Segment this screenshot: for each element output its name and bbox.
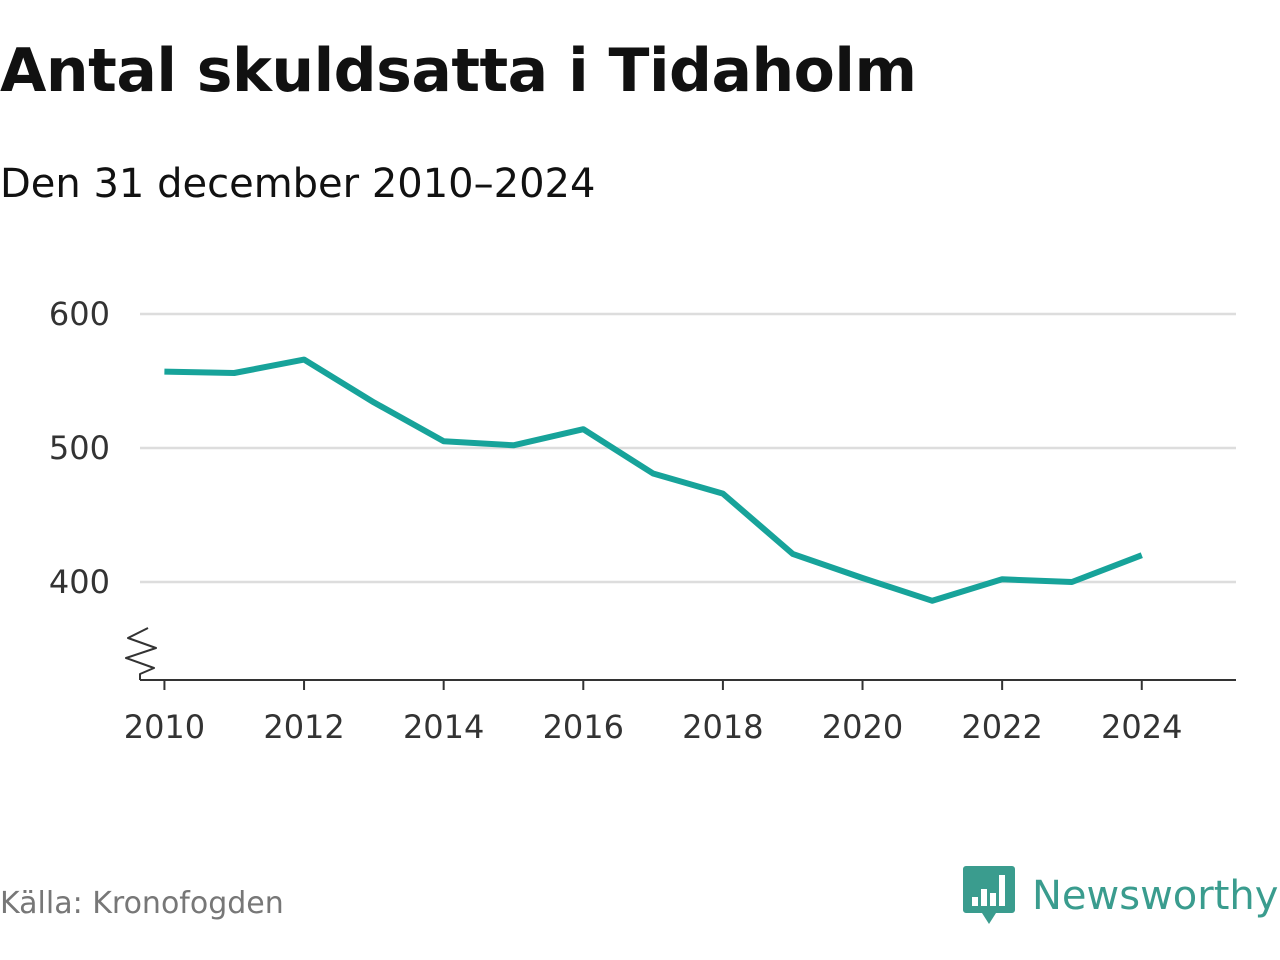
y-axis-ticks: 600 500 400 [49, 295, 110, 601]
chart-subtitle: Den 31 december 2010–2024 [0, 161, 596, 207]
x-axis-ticks: 2010 2012 2014 2016 2018 2020 2022 2024 [124, 680, 1182, 746]
x-axis [125, 627, 1236, 681]
y-tick-label-500: 500 [49, 429, 110, 467]
data-point-2016 [580, 426, 586, 432]
chart-title: Antal skuldsatta i Tidaholm [0, 36, 917, 106]
gridlines [140, 312, 1236, 584]
axis-break-mark [125, 627, 157, 680]
data-point-2010 [161, 369, 167, 375]
x-tick-label-2012: 2012 [263, 708, 344, 746]
data-point-2012 [301, 357, 307, 363]
data-point-2014 [441, 438, 447, 444]
data-point-2019 [790, 551, 796, 557]
x-tick-label-2016: 2016 [543, 708, 624, 746]
brand-logo: Newsworthy [962, 864, 1278, 928]
x-tick-label-2018: 2018 [682, 708, 763, 746]
data-point-2020 [860, 575, 866, 581]
data-point-2015 [510, 442, 516, 448]
data-point-2011 [231, 370, 237, 376]
data-point-2021 [929, 598, 935, 604]
data-point-2013 [371, 399, 377, 405]
series-layer [161, 356, 1145, 604]
series-line-0 [164, 356, 1143, 604]
newsworthy-logo-icon [963, 866, 1015, 924]
x-tick-label-2014: 2014 [403, 708, 484, 746]
data-point-2018 [720, 491, 726, 497]
source-note: Källa: Kronofogden [0, 886, 284, 921]
x-tick-label-2022: 2022 [961, 708, 1042, 746]
data-point-2023 [1069, 579, 1075, 585]
x-tick-label-2020: 2020 [822, 708, 903, 746]
data-point-2022 [999, 576, 1005, 582]
y-tick-label-400: 400 [49, 563, 110, 601]
x-tick-label-2010: 2010 [124, 708, 205, 746]
data-point-2017 [650, 470, 656, 476]
brand-name: Newsworthy [1032, 873, 1279, 919]
data-point-2024 [1139, 552, 1145, 558]
y-tick-label-600: 600 [49, 295, 110, 333]
x-tick-label-2024: 2024 [1101, 708, 1182, 746]
